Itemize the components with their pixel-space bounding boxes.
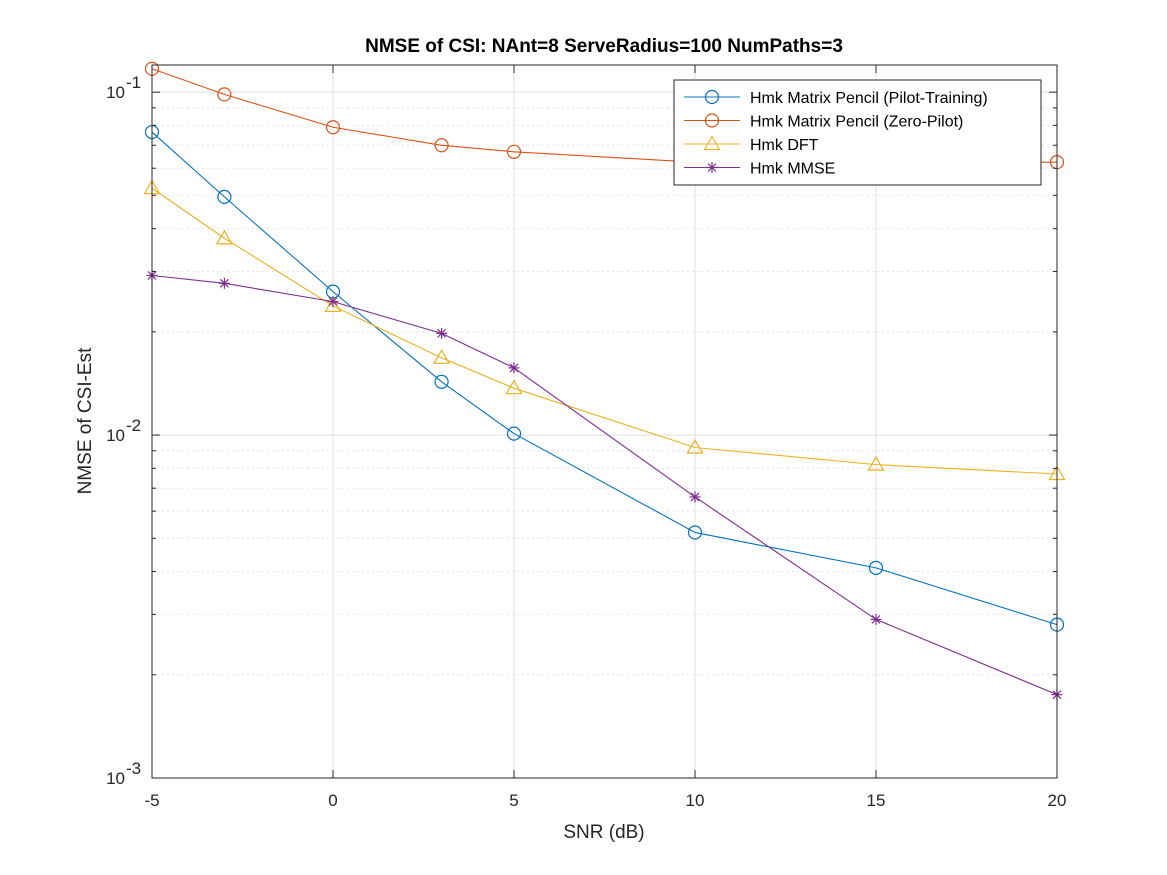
- data-point-marker: [217, 87, 232, 102]
- data-point-marker: [687, 525, 703, 540]
- series-line: [151, 187, 1058, 475]
- y-tick-base: 10: [106, 426, 125, 445]
- data-point-marker: [870, 613, 882, 625]
- y-tick-exponent: -1: [126, 73, 141, 92]
- data-point-marker: [506, 426, 522, 441]
- y-tick-label: 10: [106, 83, 125, 102]
- data-point-marker: [434, 374, 449, 389]
- data-point-marker: [689, 491, 701, 503]
- data-point-marker: [434, 138, 449, 153]
- legend-entry: Hmk Matrix Pencil (Pilot-Training): [684, 89, 988, 107]
- data-point-marker: [325, 120, 341, 135]
- data-point-marker: [706, 162, 718, 173]
- data-point-marker: [686, 438, 704, 454]
- data-point-marker: [868, 560, 884, 575]
- x-tick-label: 0: [328, 791, 337, 810]
- chart-title: NMSE of CSI: NAnt=8 ServeRadius=100 NumP…: [365, 36, 843, 57]
- data-point-marker: [867, 455, 885, 471]
- x-axis-label: SNR (dB): [563, 822, 644, 843]
- legend-label: Hmk Matrix Pencil (Zero-Pilot): [750, 114, 963, 131]
- legend-entry: Hmk DFT: [684, 135, 819, 154]
- y-tick-label: 10: [106, 426, 125, 445]
- y-tick-label: 10: [106, 769, 125, 788]
- x-tick-label: -5: [144, 791, 159, 810]
- data-point-marker: [506, 144, 522, 159]
- data-point-marker: [508, 362, 520, 374]
- legend-entry: Hmk MMSE: [684, 161, 835, 178]
- legend: Hmk Matrix Pencil (Pilot-Training) Hmk Ma…: [673, 79, 1042, 186]
- y-tick-base: 10: [106, 83, 125, 102]
- series-hmk-mmse: [146, 269, 1063, 701]
- x-tick-label: 5: [509, 791, 518, 810]
- x-tick-label: 15: [867, 791, 886, 810]
- series-line: [151, 131, 1058, 626]
- data-point-marker: [436, 327, 448, 339]
- x-tick-label: 20: [1048, 791, 1067, 810]
- data-point-marker: [505, 379, 523, 395]
- y-tick-exponent: -3: [126, 759, 141, 778]
- data-point-marker: [217, 189, 232, 204]
- legend-entry: Hmk Matrix Pencil (Zero-Pilot): [684, 113, 963, 131]
- y-tick-exponent: -2: [126, 416, 141, 435]
- y-tick-base: 10: [106, 769, 125, 788]
- x-tick-label: 10: [686, 791, 705, 810]
- y-axis-label: NMSE of CSI-Est: [75, 347, 96, 494]
- data-point-marker: [433, 349, 451, 364]
- series-hmk-matrix-pencil-pilot-training: [144, 124, 1065, 632]
- data-point-marker: [703, 135, 721, 151]
- legend-label: Hmk DFT: [750, 137, 819, 154]
- series-line: [151, 274, 1058, 696]
- data-point-marker: [215, 229, 233, 245]
- axes-box: [151, 64, 1058, 779]
- series-lines: [143, 61, 1066, 701]
- legend-label: Hmk MMSE: [750, 161, 835, 178]
- data-point-marker: [704, 89, 720, 105]
- data-point-marker: [327, 296, 339, 308]
- data-point-marker: [704, 113, 720, 128]
- legend-label: Hmk Matrix Pencil (Pilot-Training): [750, 90, 988, 107]
- data-point-marker: [218, 277, 230, 289]
